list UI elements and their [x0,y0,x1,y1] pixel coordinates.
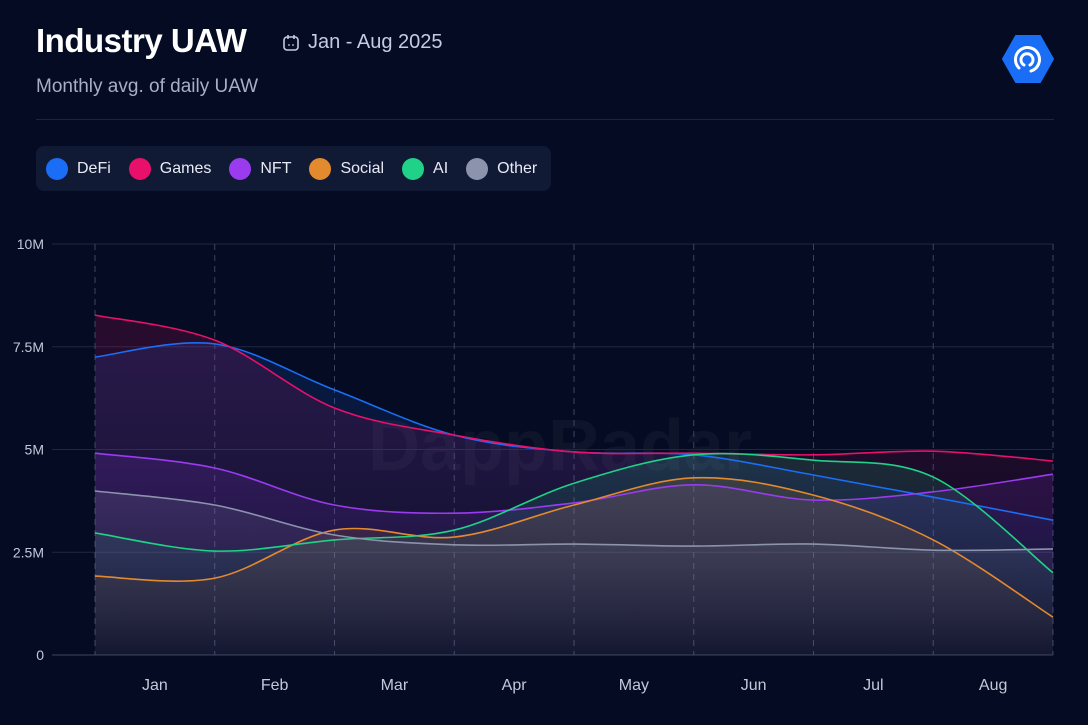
data-point-social[interactable] [690,474,698,482]
legend-label: DeFi [77,159,111,177]
legend-dot [128,157,151,180]
data-point-nft[interactable] [1049,470,1057,478]
area-other [95,491,1053,655]
data-point-defi[interactable] [810,471,818,479]
y-tick-label: 7.5M [13,339,44,355]
data-point-other[interactable] [331,531,339,539]
data-point-nft[interactable] [211,464,219,472]
data-point-social[interactable] [570,501,578,509]
data-point-nft[interactable] [331,501,339,509]
legend-dot [229,157,252,180]
data-point-social[interactable] [91,572,99,580]
y-tick-label: 0 [36,647,44,663]
y-tick-label: 2.5M [13,544,44,560]
legend-label: Social [340,159,385,177]
series-line-games[interactable] [94,314,1054,462]
data-point-other[interactable] [91,487,99,495]
data-point-social[interactable] [929,536,937,544]
legend-item-games[interactable]: Games [128,157,212,180]
data-point-ai[interactable] [810,456,818,464]
series-line-ai[interactable] [94,452,1054,574]
data-point-nft[interactable] [690,481,698,489]
data-point-other[interactable] [1049,545,1057,553]
series-line-social[interactable] [94,476,1054,618]
x-tick-label: Jan [142,677,168,694]
data-point-games[interactable] [1049,457,1057,465]
x-tick-label: May [619,677,649,694]
data-point-social[interactable] [810,491,818,499]
x-tick-label: Feb [261,677,289,694]
x-tick-label: Apr [502,677,528,694]
data-point-games[interactable] [211,336,219,344]
calendar-icon [283,34,299,51]
data-point-other[interactable] [570,540,578,548]
legend-label: Games [159,159,212,177]
legend-dot [309,157,332,180]
data-point-nft[interactable] [450,509,458,517]
data-point-other[interactable] [810,540,818,548]
x-tick-label: Jul [863,677,883,694]
data-point-other[interactable] [211,501,219,509]
data-point-defi[interactable] [331,386,339,394]
data-point-games[interactable] [450,431,458,439]
legend-item-defi[interactable]: DeFi [46,157,111,180]
legend-dot [402,157,425,180]
legend-label: NFT [260,159,292,177]
legend-item-nft[interactable]: NFT [229,157,292,180]
data-point-games[interactable] [331,404,339,412]
x-tick-label: Aug [979,677,1007,694]
data-point-ai[interactable] [929,473,937,481]
legend-item-social[interactable]: Social [309,157,385,180]
legend: DeFi Games NFT Social AI Other [36,146,552,191]
series-line-nft[interactable] [94,452,1054,515]
data-point-other[interactable] [929,546,937,554]
data-point-games[interactable] [929,447,937,455]
data-point-social[interactable] [1049,613,1057,621]
data-point-other[interactable] [450,541,458,549]
legend-item-ai[interactable]: AI [402,157,449,180]
data-point-ai[interactable] [211,547,219,555]
y-tick-label: 10M [17,236,44,252]
date-range[interactable]: Jan - Aug 2025 [282,31,443,54]
data-point-ai[interactable] [450,526,458,534]
data-point-nft[interactable] [91,449,99,457]
legend-item-other[interactable]: Other [466,157,538,180]
legend-dot [466,157,489,180]
series-line-other[interactable] [94,490,1054,552]
data-point-ai[interactable] [91,529,99,537]
y-tick-label: 5M [25,442,44,458]
data-point-nft[interactable] [929,488,937,496]
data-point-defi[interactable] [1049,516,1057,524]
page-title: Industry UAW [36,22,247,59]
data-point-ai[interactable] [690,451,698,459]
x-tick-label: Jun [741,677,767,694]
data-point-ai[interactable] [1049,569,1057,577]
dappradar-logo-icon [1002,35,1054,83]
data-point-other[interactable] [690,542,698,550]
legend-label: AI [433,159,449,177]
subtitle: Monthly avg. of daily UAW [36,76,259,97]
data-point-defi[interactable] [91,353,99,361]
data-point-ai[interactable] [570,479,578,487]
data-point-social[interactable] [211,574,219,582]
divider [36,119,1054,120]
date-range-label: Jan - Aug 2025 [308,31,443,53]
data-point-games[interactable] [570,448,578,456]
x-tick-label: Mar [381,677,409,694]
legend-dot [46,157,68,180]
data-point-social[interactable] [450,533,458,541]
legend-label: Other [497,159,538,177]
data-point-games[interactable] [91,311,99,319]
